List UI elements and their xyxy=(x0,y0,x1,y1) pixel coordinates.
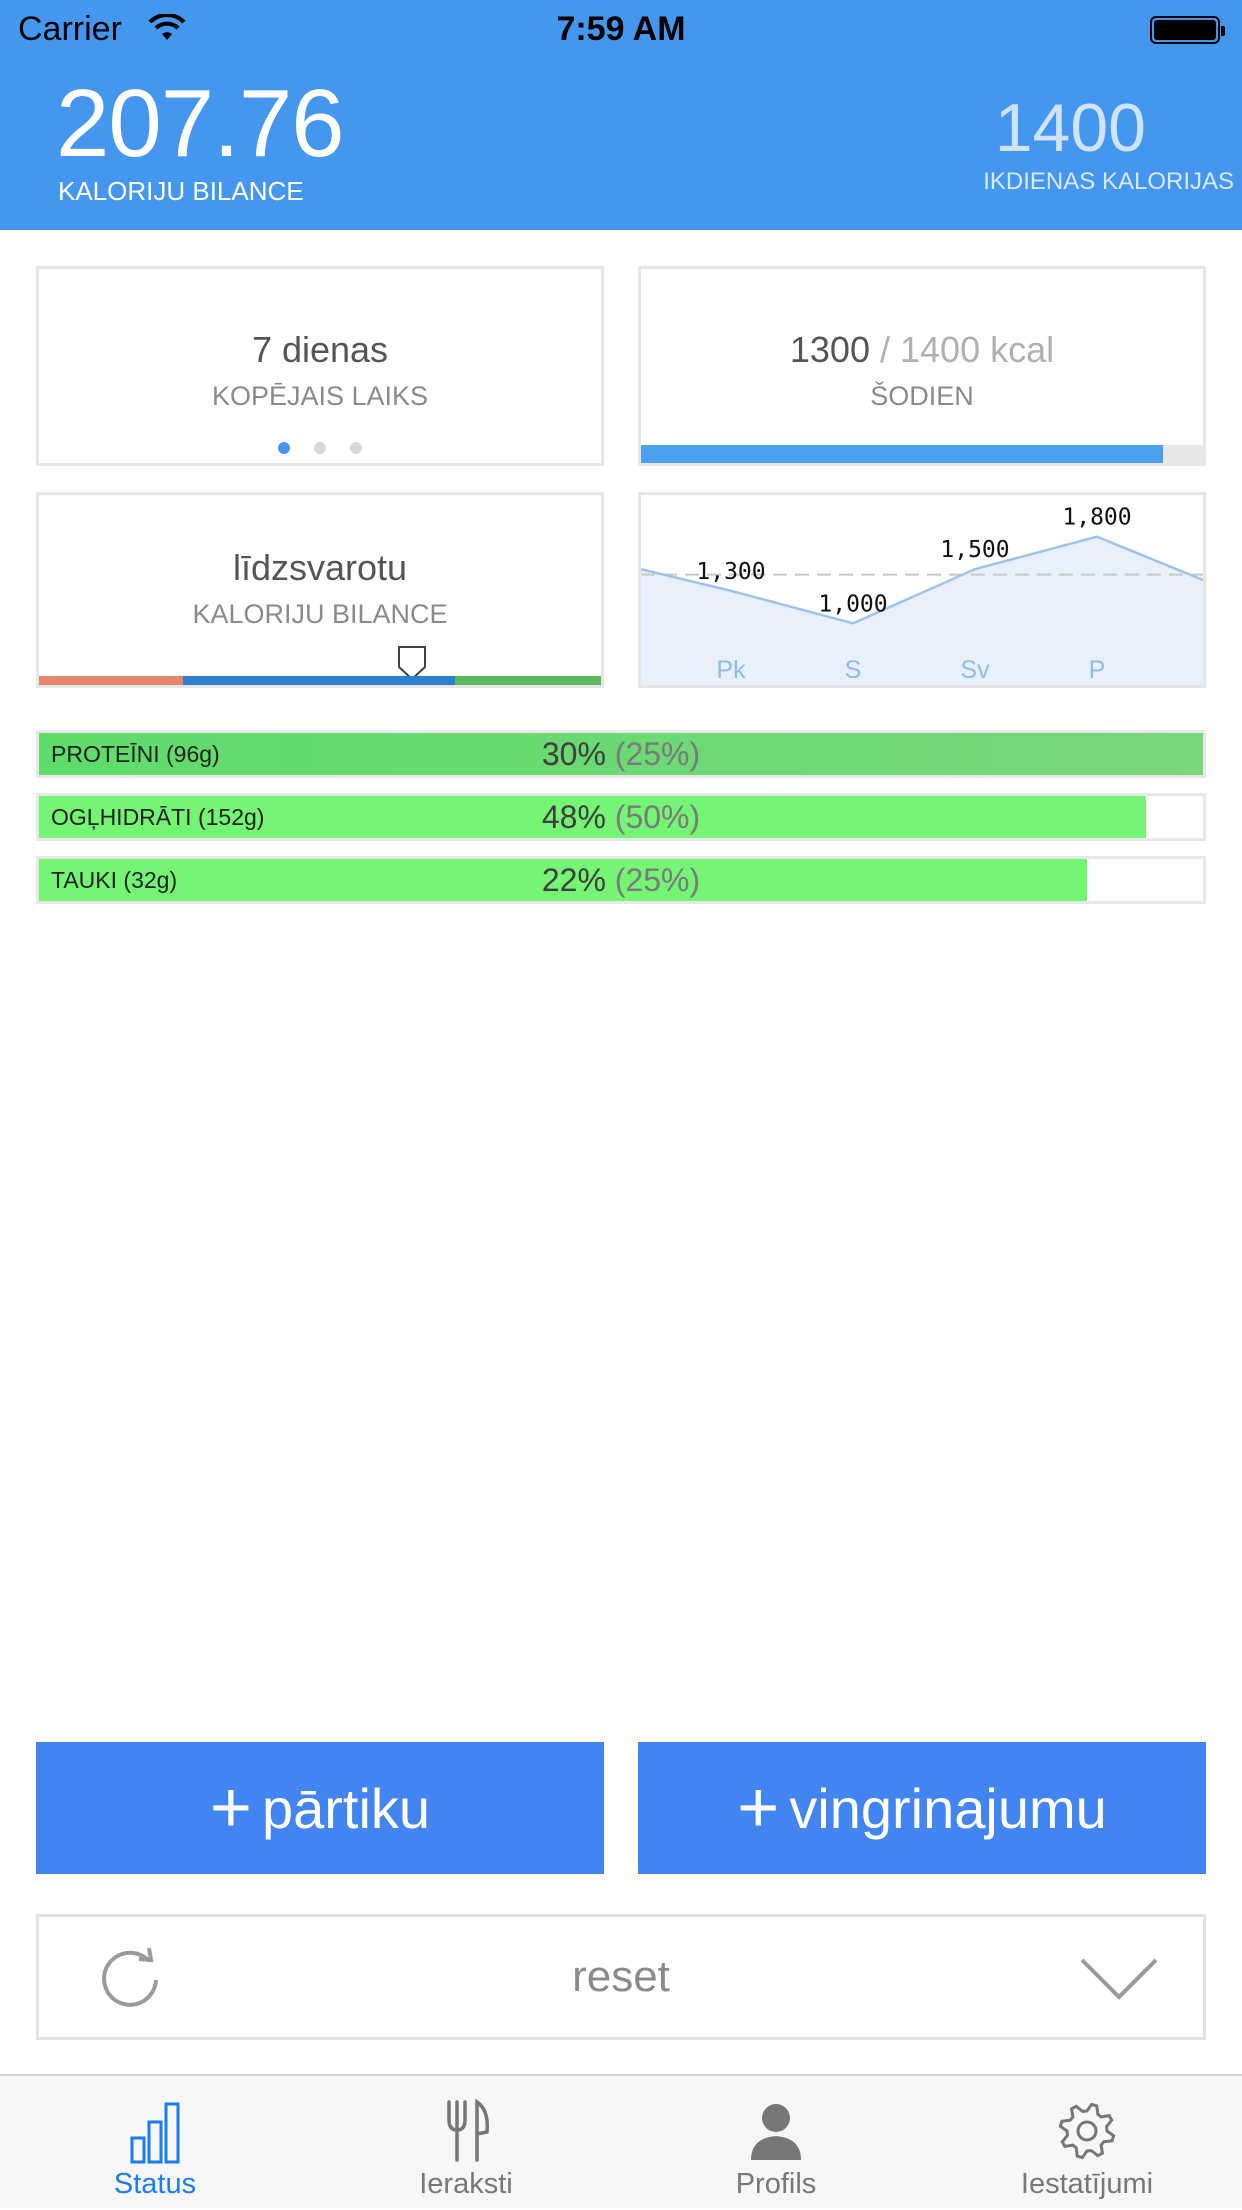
balance-scale-balanced xyxy=(183,676,455,685)
today-consumed: 1300 xyxy=(789,329,870,370)
balance-card[interactable]: līdzsvarotu KALORIJU BILANCE xyxy=(36,492,604,688)
macro-row: PROTEĪNI (96g) 30% (25%) xyxy=(36,730,1206,778)
chart-x-tick-label: P xyxy=(1089,656,1106,684)
macro-actual-percent: 30% xyxy=(541,736,615,772)
chart-x-tick-label: Sv xyxy=(960,656,990,684)
calorie-balance-label: KALORIJU BILANCE xyxy=(58,176,304,206)
macro-goal-percent: (50%) xyxy=(614,799,701,835)
macro-row: TAUKI (32g) 22% (25%) xyxy=(36,856,1206,904)
add-exercise-button[interactable]: + vingrinajumu xyxy=(638,1742,1206,1874)
gear-icon xyxy=(1058,2102,1116,2160)
tab-entries[interactable]: Ieraksti xyxy=(311,2076,621,2210)
chart-x-tick-label: Pk xyxy=(716,656,746,684)
macro-actual-percent: 48% xyxy=(541,799,615,835)
today-progress-bar xyxy=(641,445,1203,463)
macro-percent: 30% (25%) xyxy=(39,733,1203,775)
chart-data-label: 1,000 xyxy=(818,591,887,617)
person-icon xyxy=(751,2104,801,2160)
today-progress-fill xyxy=(641,445,1163,463)
weekly-calories-chart: 1,300 Pk 1,000 S 1,500 Sv 1,800 P xyxy=(641,505,1203,685)
carrier-name: Carrier xyxy=(18,10,122,48)
tab-status[interactable]: Status xyxy=(0,2076,310,2210)
macro-percent: 22% (25%) xyxy=(39,859,1203,901)
add-food-button[interactable]: + pārtiku xyxy=(36,1742,604,1874)
macro-percent: 48% (50%) xyxy=(39,796,1203,838)
reset-label: reset xyxy=(572,1952,670,2001)
daily-calories-value: 1400 xyxy=(994,90,1146,166)
plus-icon: + xyxy=(737,1768,780,1848)
macro-fill xyxy=(39,733,1203,775)
status-bar: Carrier 7:59 AM xyxy=(0,0,1242,60)
tab-profile[interactable]: Profils xyxy=(621,2076,931,2210)
today-separator: / xyxy=(869,329,900,370)
add-exercise-label: vingrinajumu xyxy=(789,1776,1107,1840)
page-dot xyxy=(350,442,362,454)
calorie-balance-value: 207.76 xyxy=(56,70,345,177)
summary-header: Carrier 7:59 AM 207.76 KALORIJU BILANCE … xyxy=(0,0,1242,230)
page-dot xyxy=(278,442,290,454)
add-food-label: pārtiku xyxy=(261,1776,431,1840)
macro-actual-percent: 22% xyxy=(541,862,615,898)
page-dot xyxy=(314,442,326,454)
period-card[interactable]: 7 dienas KOPĒJAIS LAIKS xyxy=(36,266,604,466)
chart-series-line xyxy=(641,535,1203,625)
macro-row: OGĻHIDRĀTI (152g) 48% (50%) xyxy=(36,793,1206,841)
chart-data-label: 1,800 xyxy=(1062,505,1131,531)
wifi-icon xyxy=(148,14,186,40)
page-indicator[interactable] xyxy=(39,441,601,459)
period-title: 7 dienas xyxy=(251,329,389,370)
today-card[interactable]: 1300 / 1400 kcal ŠODIEN xyxy=(638,266,1206,466)
today-calories: 1300 / 1400 kcal xyxy=(641,329,1203,371)
tab-bar: Status Ieraksti Profils Iestatījumi xyxy=(0,2074,1242,2208)
macro-goal-percent: (25%) xyxy=(614,862,701,898)
balance-scale-low xyxy=(39,676,183,685)
bar-chart-icon xyxy=(130,2102,180,2164)
chart-data-label: 1,500 xyxy=(940,537,1009,563)
tab-entries-label: Ieraksti xyxy=(419,2168,513,2200)
balance-scale-high xyxy=(455,676,601,685)
fork-knife-icon xyxy=(447,2098,490,2162)
plus-icon: + xyxy=(209,1768,252,1848)
refresh-icon[interactable] xyxy=(95,1943,165,2013)
chart-x-tick-label: S xyxy=(845,656,862,684)
battery-icon xyxy=(1150,16,1225,44)
macro-fill xyxy=(39,796,1146,838)
daily-calories-label: IKDIENAS KALORIJAS xyxy=(983,168,1234,195)
today-subtitle: ŠODIEN xyxy=(870,381,974,411)
balance-marker-icon xyxy=(398,646,426,681)
tab-profile-label: Profils xyxy=(735,2168,817,2200)
chart-data-label: 1,300 xyxy=(696,559,765,585)
balance-title: līdzsvarotu xyxy=(232,547,408,588)
balance-subtitle: KALORIJU BILANCE xyxy=(192,599,448,629)
period-subtitle: KOPĒJAIS LAIKS xyxy=(211,381,429,411)
tab-status-label: Status xyxy=(113,2168,197,2200)
reset-row[interactable]: reset xyxy=(36,1914,1206,2040)
weekly-chart-card[interactable]: 1,300 Pk 1,000 S 1,500 Sv 1,800 P xyxy=(638,492,1206,688)
status-time: 7:59 AM xyxy=(556,10,686,48)
macro-label: TAUKI (32g) xyxy=(51,867,178,893)
macro-label: OGĻHIDRĀTI (152g) xyxy=(51,804,265,830)
tab-settings[interactable]: Iestatījumi xyxy=(932,2076,1242,2210)
tab-settings-label: Iestatījumi xyxy=(1020,2168,1154,2200)
macro-label: PROTEĪNI (96g) xyxy=(51,741,220,767)
macro-goal-percent: (25%) xyxy=(614,736,701,772)
macro-fill xyxy=(39,859,1087,901)
today-target: 1400 kcal xyxy=(900,329,1055,370)
chevron-down-icon[interactable] xyxy=(1079,1957,1159,2001)
